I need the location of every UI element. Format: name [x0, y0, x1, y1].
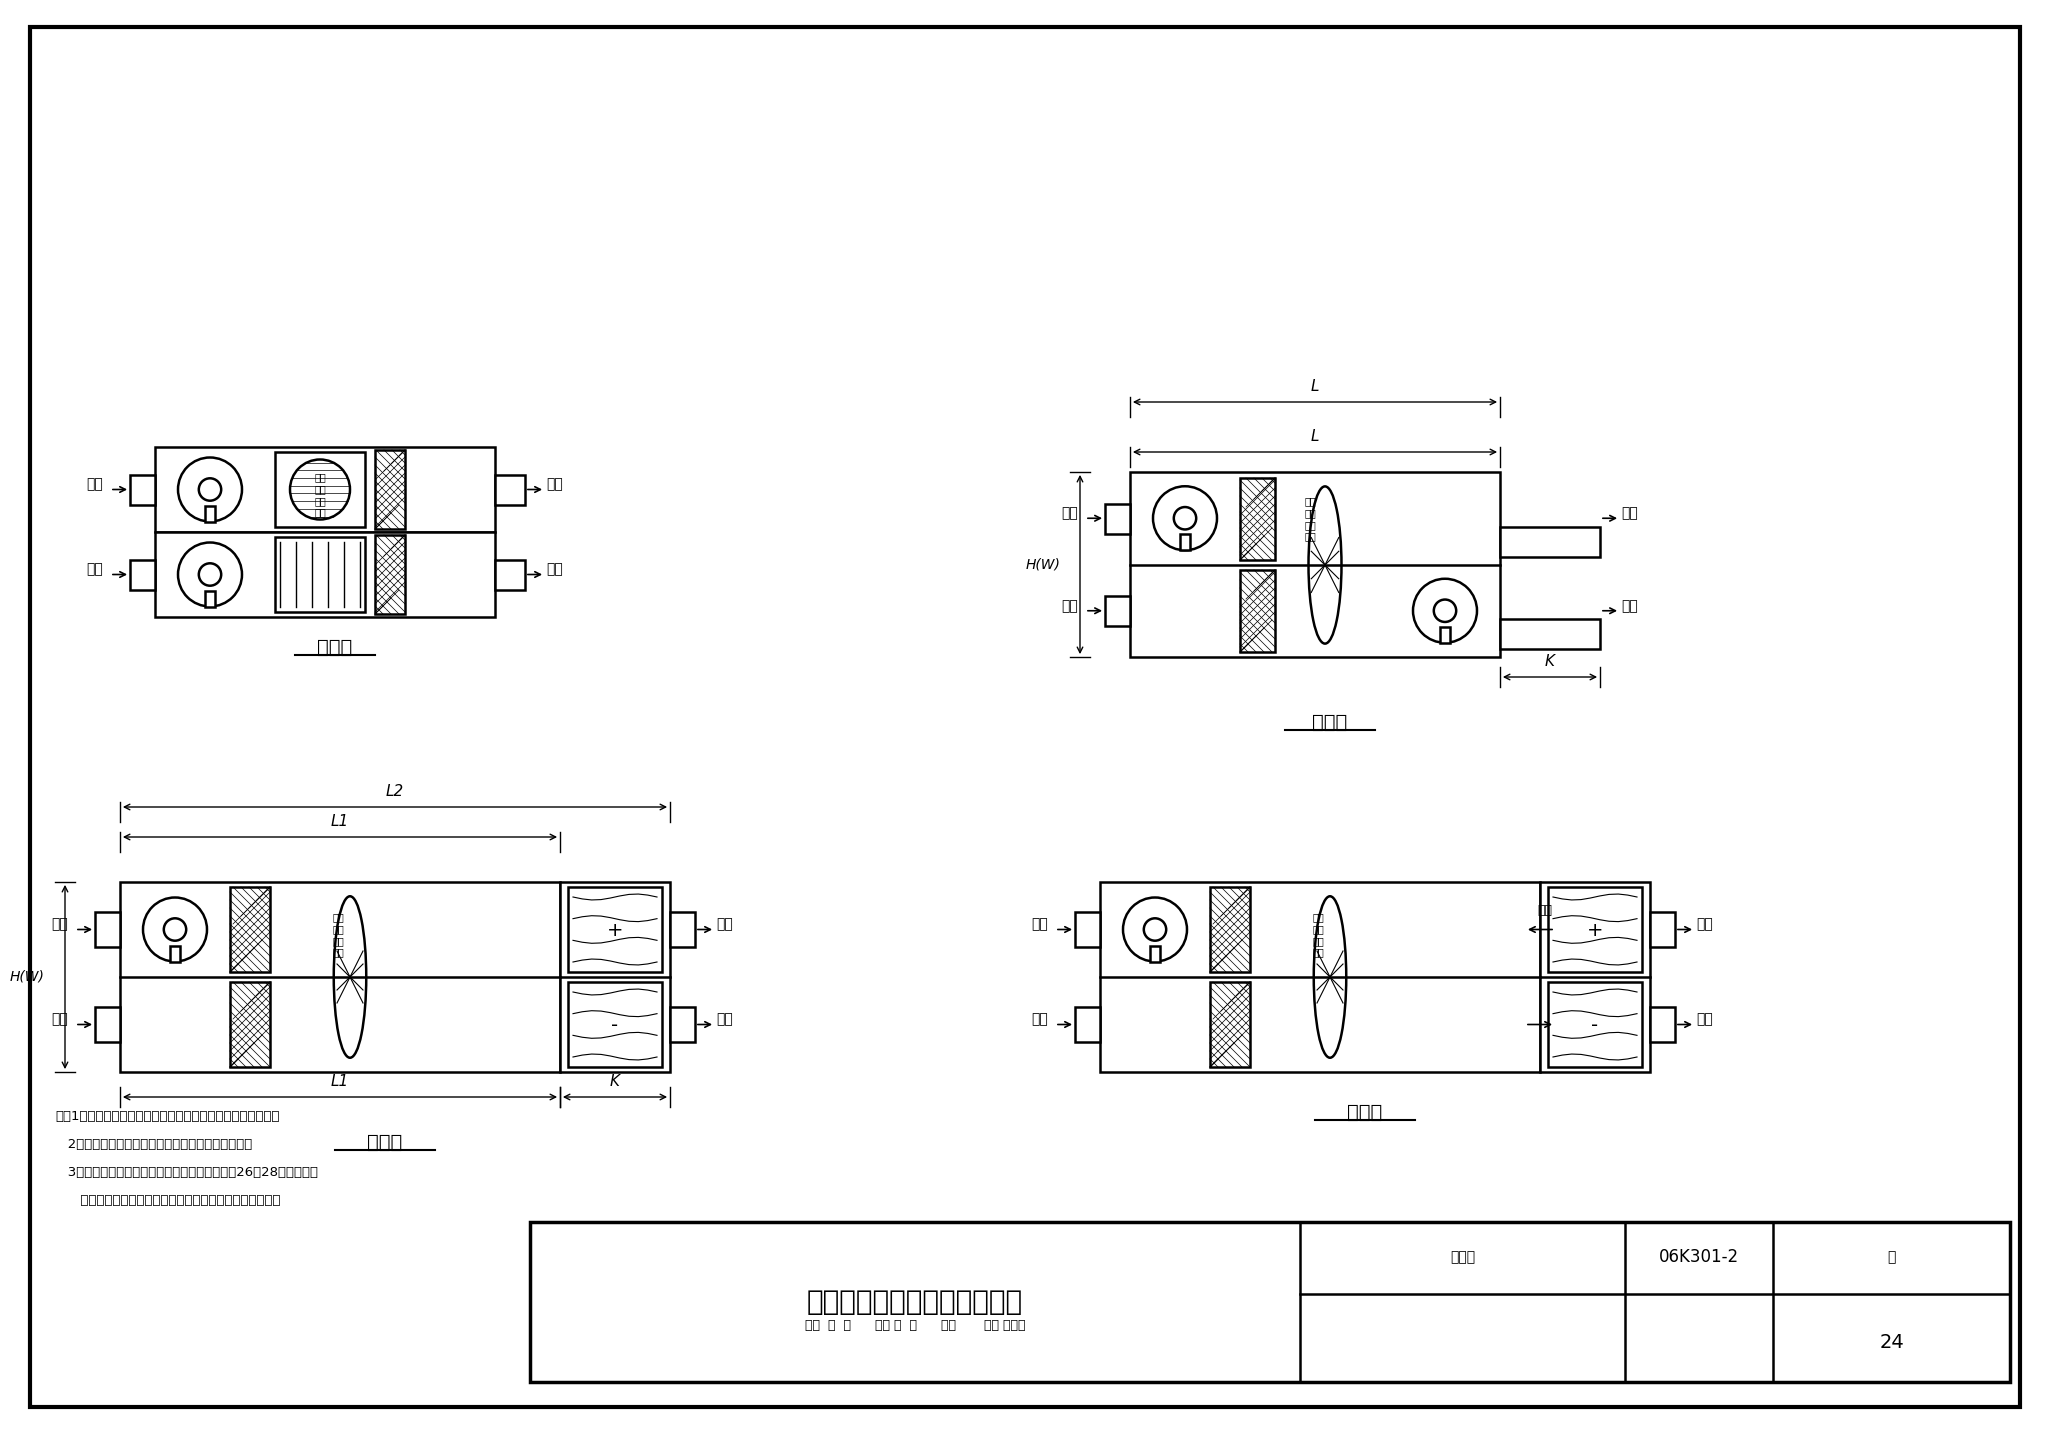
Bar [496, 476, 524, 504]
Bar [1499, 527, 1599, 558]
Bar [1210, 981, 1249, 1068]
Text: 方式四: 方式四 [1348, 1102, 1382, 1121]
Text: 回风: 回风 [1538, 904, 1552, 917]
Text: H(W): H(W) [1026, 558, 1061, 572]
Text: 2．中效过滤、冷热盘管以及加湿器均为可选内容。: 2．中效过滤、冷热盘管以及加湿器均为可选内容。 [55, 1138, 252, 1151]
Text: -: - [612, 1016, 618, 1035]
Bar [1106, 596, 1130, 627]
Text: 组合式热回收机组组合示意图: 组合式热回收机组组合示意图 [807, 1288, 1022, 1316]
Text: 方式二: 方式二 [1313, 713, 1348, 731]
Text: 能量
回收
热交
换器: 能量 回收 热交 换器 [313, 473, 326, 517]
Text: 能量
回收
热交
换器: 能量 回收 热交 换器 [1305, 497, 1317, 542]
Text: 方式一: 方式一 [317, 638, 352, 657]
Bar [205, 506, 215, 522]
Bar [170, 946, 180, 961]
Bar [94, 912, 121, 947]
Text: 3．标注尺寸的组合方式相关数据可在本图集第26～28页中查取，: 3．标注尺寸的组合方式相关数据可在本图集第26～28页中查取， [55, 1167, 317, 1180]
Text: 方式三: 方式三 [367, 1132, 403, 1151]
Bar [1239, 570, 1276, 652]
Text: 送风: 送风 [547, 562, 563, 576]
Bar [1589, 1040, 1599, 1056]
Text: -: - [1591, 1016, 1599, 1035]
Bar [1180, 535, 1190, 550]
Bar [156, 532, 496, 616]
Bar [274, 453, 365, 527]
Bar [559, 882, 670, 1072]
Bar [1440, 627, 1450, 642]
Text: 注：1．方式一～方式四设置的机组，适合于水平或叠式布置。: 注：1．方式一～方式四设置的机组，适合于水平或叠式布置。 [55, 1111, 279, 1124]
Bar [274, 537, 365, 612]
Bar [1540, 882, 1651, 1072]
Text: 图集号: 图集号 [1450, 1250, 1475, 1265]
Text: 排风: 排风 [717, 917, 733, 931]
Text: L2: L2 [385, 785, 403, 799]
Text: 排风: 排风 [547, 477, 563, 491]
Bar [94, 1007, 121, 1042]
Text: 排风: 排风 [51, 917, 68, 931]
Bar [1548, 981, 1642, 1068]
Bar [1106, 504, 1130, 535]
Text: H(W): H(W) [10, 970, 45, 984]
Bar [1075, 1007, 1100, 1042]
Bar [1075, 912, 1100, 947]
Bar [375, 450, 406, 529]
Text: 送风: 送风 [1696, 1013, 1714, 1026]
Text: K: K [1544, 654, 1554, 670]
Bar [670, 912, 694, 947]
Text: 回风: 回风 [1696, 917, 1714, 931]
Text: 排风: 排风 [86, 477, 102, 491]
Bar [156, 447, 496, 532]
Bar [129, 476, 156, 504]
Bar [1210, 887, 1249, 971]
Bar [567, 981, 662, 1068]
Text: +: + [1587, 921, 1604, 940]
Text: 排风: 排风 [1622, 506, 1638, 520]
Text: K: K [610, 1073, 621, 1089]
Bar [1130, 471, 1499, 657]
Bar [1100, 882, 1540, 1072]
Text: 新风: 新风 [51, 1013, 68, 1026]
Bar [375, 535, 406, 614]
Bar [610, 1040, 621, 1056]
Text: L1: L1 [332, 1073, 348, 1089]
Text: 排风: 排风 [1032, 917, 1049, 931]
Text: 能量
回收
热交
换器: 能量 回收 热交 换器 [332, 912, 344, 957]
Text: 其他组合方式的产品数据可参考企业产品样本或其网站。: 其他组合方式的产品数据可参考企业产品样本或其网站。 [55, 1194, 281, 1207]
Text: 排风: 排风 [1061, 506, 1079, 520]
Bar [229, 887, 270, 971]
Text: L: L [1311, 379, 1319, 394]
Text: 新风: 新风 [86, 562, 102, 576]
Text: L1: L1 [332, 813, 348, 829]
Bar [1548, 887, 1642, 971]
Bar [1151, 946, 1159, 961]
Text: 市场  季  伟      校对 周  敏      审定       设计 王立峰: 市场 季 伟 校对 周 敏 审定 设计 王立峰 [805, 1319, 1026, 1332]
Bar [567, 887, 662, 971]
Text: L: L [1311, 430, 1319, 444]
Text: 新风: 新风 [1061, 599, 1079, 612]
Bar [496, 560, 524, 591]
Text: +: + [606, 921, 623, 940]
Bar [670, 1007, 694, 1042]
Text: 送风: 送风 [717, 1013, 733, 1026]
Bar [121, 882, 559, 1072]
Text: 页: 页 [1888, 1250, 1896, 1265]
Text: 24: 24 [1880, 1332, 1905, 1352]
Text: 能量
回收
热交
换器: 能量 回收 热交 换器 [1313, 912, 1323, 957]
Bar [1651, 912, 1675, 947]
Bar [1239, 479, 1276, 560]
Text: 新风: 新风 [1032, 1013, 1049, 1026]
Bar [1499, 619, 1599, 650]
Text: 06K301-2: 06K301-2 [1659, 1249, 1739, 1266]
Bar [229, 981, 270, 1068]
Text: 送风: 送风 [1622, 599, 1638, 612]
Bar [205, 591, 215, 606]
Bar [129, 560, 156, 591]
Bar [1651, 1007, 1675, 1042]
Bar [530, 1221, 2009, 1382]
